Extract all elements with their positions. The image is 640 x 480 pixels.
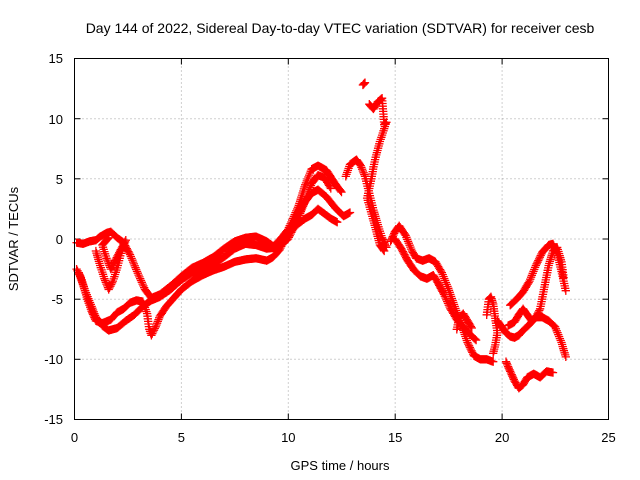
y-axis-label: SDTVAR / TECUs	[6, 186, 21, 291]
series-arc-7	[358, 78, 370, 90]
series-arc-12	[482, 292, 502, 358]
data-point-markers	[501, 357, 558, 393]
data-point-markers	[288, 204, 342, 234]
grid	[74, 58, 609, 420]
x-tick-label: 10	[281, 430, 295, 445]
y-tick-label: 15	[49, 51, 63, 66]
series-arc-4	[91, 233, 130, 294]
series-arc-16	[506, 239, 570, 310]
series-arc-14	[501, 357, 558, 393]
data-point-markers	[74, 185, 355, 340]
y-tick-labels: -15 -10 -5 0 5 10 15	[44, 51, 63, 427]
x-axis-label: GPS time / hours	[291, 458, 390, 473]
data-point-markers	[390, 234, 481, 345]
x-tick-label: 15	[388, 430, 402, 445]
x-tick-labels: 0 5 10 15 20 25	[71, 430, 616, 445]
y-tick-label: 5	[56, 172, 63, 187]
y-tick-label: 0	[56, 232, 63, 247]
series-arc-10	[390, 234, 481, 345]
series-arc-2	[72, 171, 335, 335]
chart-title: Day 144 of 2022, Sidereal Day-to-day VTE…	[86, 20, 595, 36]
x-tick-label: 5	[178, 430, 185, 445]
y-tick-label: -15	[44, 412, 63, 427]
series-arc-11	[452, 309, 476, 334]
y-tick-label: -5	[51, 292, 63, 307]
data-point-markers	[362, 94, 391, 256]
series-arc-3	[74, 185, 355, 340]
data-point-markers	[506, 239, 570, 310]
data-point-markers	[341, 155, 391, 252]
series-arc-8	[362, 94, 391, 256]
x-tick-label: 20	[495, 430, 509, 445]
y-tick-label: 10	[49, 112, 63, 127]
data-points	[72, 78, 570, 393]
y-tick-label: -10	[44, 352, 63, 367]
x-tick-label: 0	[71, 430, 78, 445]
series-arc-6	[341, 155, 391, 252]
plot-frame	[74, 58, 609, 420]
data-point-markers	[72, 171, 335, 335]
x-tick-label: 25	[601, 430, 615, 445]
data-point-markers	[91, 233, 130, 294]
data-point-markers	[452, 309, 476, 334]
data-point-markers	[358, 78, 370, 90]
series-arc-5	[288, 204, 342, 234]
data-point-markers	[482, 292, 502, 358]
